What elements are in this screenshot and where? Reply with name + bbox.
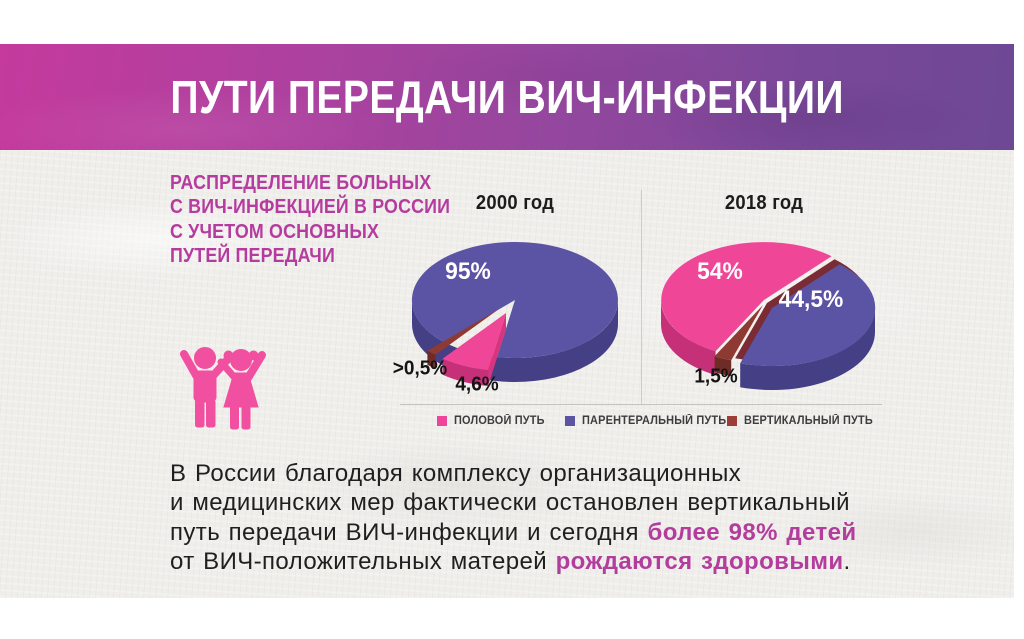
pie-2018-sexual-slice: [661, 242, 832, 352]
legend-label-vertical: ВЕРТИКАЛЬНЫЙ ПУТЬ: [744, 415, 873, 427]
pie-2000-sexual-side: [442, 358, 489, 387]
header-banner: ПУТИ ПЕРЕДАЧИ ВИЧ-ИНФЕКЦИИ: [0, 44, 1014, 150]
summary-text: В России благодаря комплексу организацио…: [170, 460, 742, 487]
pie-2018-label-vertical: 1,5%: [694, 365, 738, 388]
pie-2000-label-parenteral: 95%: [445, 258, 491, 285]
summary-line: и медицинских мер фактически остановлен …: [170, 488, 857, 517]
slide-title: ПУТИ ПЕРЕДАЧИ ВИЧ-ИНФЕКЦИИ: [170, 71, 844, 123]
summary-line: путь передачи ВИЧ-инфекции и сегодня бол…: [170, 518, 857, 547]
summary-text: от ВИЧ-положительных матерей: [170, 547, 556, 575]
pie-2018-label-sexual: 54%: [697, 258, 743, 285]
pie-2018-parenteral-side: [740, 308, 875, 391]
pie-chart-2000: [411, 241, 618, 387]
pie-2018-vertical-slice: [714, 305, 763, 361]
chart-heading: РАСПРЕДЕЛЕНИЕ БОЛЬНЫХ С ВИЧ-ИНФЕКЦИЕЙ В …: [170, 171, 492, 268]
pie-2000-parenteral-slice: [411, 241, 618, 358]
chart-panel-divider-horizontal: [400, 404, 882, 405]
summary-line: от ВИЧ-положительных матерей рождаются з…: [170, 547, 857, 576]
chart-heading-line: С УЧЕТОМ ОСНОВНЫХ: [170, 219, 380, 243]
pie-2000-vertical-side: [427, 350, 436, 369]
summary-text: .: [843, 547, 851, 575]
pie-chart-2018: [661, 242, 876, 391]
pie-2018-parenteral-slice: [740, 264, 876, 367]
pie-title-2000: 2000 год: [475, 192, 555, 214]
chart-panel-divider-vertical: [641, 190, 642, 404]
summary-paragraph: В России благодаря комплексу организацио…: [170, 459, 857, 576]
summary-highlight: рождаются здоровыми: [555, 547, 844, 575]
legend-label-sexual: ПОЛОВОЙ ПУТЬ: [454, 415, 545, 427]
pie-2000-label-vertical: >0,5%: [392, 357, 448, 380]
summary-highlight: более 98% детей: [647, 518, 857, 546]
legend-item-vertical: ВЕРТИКАЛЬНЫЙ ПУТЬ: [727, 415, 880, 427]
summary-text: и медицинских мер фактически остановлен …: [170, 489, 850, 517]
children-icon: [180, 347, 266, 430]
pie-2000-vertical-slice: [427, 309, 499, 355]
pie-2018-vertical-side: [714, 356, 732, 377]
top-margin: [0, 0, 1024, 44]
legend-swatch-parenteral-icon: [565, 416, 575, 426]
pie-2018-label-parenteral: 44,5%: [778, 286, 844, 313]
pie-title-2018: 2018 год: [724, 192, 804, 214]
right-margin: [1014, 0, 1024, 639]
summary-text: путь передачи ВИЧ-инфекции и сегодня: [170, 518, 648, 546]
pie-2000-sexual-cut: [488, 313, 506, 387]
chart-heading-line: ПУТЕЙ ПЕРЕДАЧИ: [170, 243, 336, 267]
legend-item-sexual: ПОЛОВОЙ ПУТЬ: [437, 415, 549, 427]
chart-heading-line: С ВИЧ-ИНФЕКЦИЕЙ В РОССИИ: [170, 195, 451, 219]
chart-heading-line: РАСПРЕДЕЛЕНИЕ БОЛЬНЫХ: [170, 171, 432, 194]
pie-2000-label-sexual: 4,6%: [455, 373, 499, 396]
pie-2000-sexual-slice: [442, 313, 506, 371]
legend-swatch-sexual-icon: [437, 416, 447, 426]
legend-label-parenteral: ПАРЕНТЕРАЛЬНЫЙ ПУТЬ: [582, 415, 727, 427]
legend-swatch-vertical-icon: [727, 416, 737, 426]
legend-item-parenteral: ПАРЕНТЕРАЛЬНЫЙ ПУТЬ: [565, 415, 734, 427]
pie-2018-sexual-side: [661, 300, 716, 376]
bottom-margin: [0, 598, 1024, 639]
summary-line: В России благодаря комплексу организацио…: [170, 459, 857, 488]
